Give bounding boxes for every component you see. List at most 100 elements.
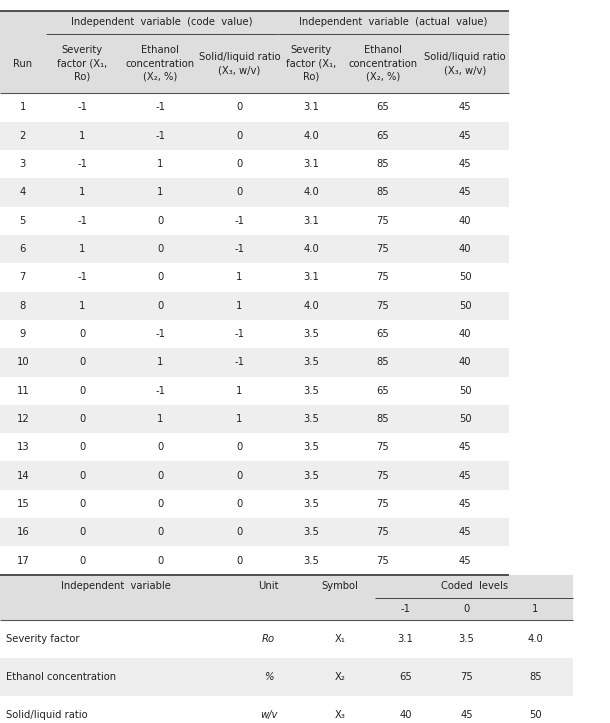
Text: 3: 3 [20,159,26,169]
Text: 4: 4 [20,187,26,197]
Text: 75: 75 [376,499,389,509]
Text: 3.5: 3.5 [303,385,319,395]
Text: 0: 0 [157,215,163,226]
Bar [0,461,509,489]
Text: -1: -1 [234,329,245,339]
Text: 14: 14 [16,471,29,481]
Bar [0,235,509,263]
Text: 3.5: 3.5 [459,633,475,643]
Text: 65: 65 [376,385,389,395]
Text: 40: 40 [459,357,472,367]
Bar [0,179,509,207]
Text: 0: 0 [236,471,243,481]
Text: Severity
factor (X₁,
Ro): Severity factor (X₁, Ro) [286,46,336,82]
Text: 9: 9 [20,329,26,339]
Text: %: % [264,672,273,682]
Bar [0,658,573,696]
Text: 3.5: 3.5 [303,527,319,537]
Text: 0: 0 [157,244,163,254]
Text: -1: -1 [77,215,87,226]
Text: 4.0: 4.0 [303,301,319,311]
Text: X₁: X₁ [335,633,345,643]
Text: 3.1: 3.1 [303,159,319,169]
Text: -1: -1 [234,244,245,254]
Text: 1: 1 [79,244,85,254]
Text: Ethanol
concentration
(X₂, %): Ethanol concentration (X₂, %) [126,46,195,82]
Bar [0,547,509,575]
Text: 45: 45 [459,159,472,169]
Text: 5: 5 [20,215,26,226]
Text: 13: 13 [16,442,29,453]
Text: 0: 0 [79,499,85,509]
Text: 50: 50 [459,301,472,311]
Bar [0,377,509,405]
Text: -1: -1 [234,357,245,367]
Text: 45: 45 [459,471,472,481]
Text: X₂: X₂ [335,672,345,682]
Text: 12: 12 [16,414,29,424]
Text: 45: 45 [459,103,472,113]
Text: 3.5: 3.5 [303,555,319,565]
Bar [0,620,573,658]
Text: 45: 45 [459,555,472,565]
Text: 10: 10 [16,357,29,367]
Text: 45: 45 [459,527,472,537]
Text: 75: 75 [461,672,473,682]
Text: Symbol: Symbol [321,581,359,591]
Text: 45: 45 [459,442,472,453]
Text: -1: -1 [155,385,165,395]
Text: Severity
factor (X₁,
Ro): Severity factor (X₁, Ro) [57,46,107,82]
Text: 75: 75 [376,471,389,481]
Bar [0,489,509,518]
Text: 0: 0 [157,471,163,481]
Bar [0,405,509,433]
Text: 75: 75 [376,244,389,254]
Text: 0: 0 [79,555,85,565]
Text: Unit: Unit [258,581,279,591]
Text: 15: 15 [16,499,29,509]
Text: Independent  variable  (actual  value): Independent variable (actual value) [300,17,487,27]
Text: Independent  variable: Independent variable [61,581,171,591]
Text: 1: 1 [157,414,163,424]
Text: 45: 45 [459,187,472,197]
Text: 0: 0 [236,442,243,453]
Text: 50: 50 [459,414,472,424]
Text: 3.5: 3.5 [303,471,319,481]
Text: -1: -1 [77,103,87,113]
Text: 3.1: 3.1 [303,103,319,113]
Text: 2: 2 [20,131,26,141]
Bar [0,93,509,121]
Text: 1: 1 [157,187,163,197]
Text: 75: 75 [376,527,389,537]
Text: 3.5: 3.5 [303,329,319,339]
Text: 0: 0 [464,604,470,614]
Text: 11: 11 [16,385,29,395]
Text: 1: 1 [79,301,85,311]
Text: 0: 0 [79,357,85,367]
Text: 1: 1 [20,103,26,113]
Text: 0: 0 [79,442,85,453]
Text: 0: 0 [79,527,85,537]
Text: 40: 40 [459,244,472,254]
Bar [0,348,509,377]
Text: 3.5: 3.5 [303,414,319,424]
Text: 3.1: 3.1 [303,215,319,226]
Text: Ro: Ro [262,633,275,643]
Text: 45: 45 [461,710,473,720]
Text: 1: 1 [157,357,163,367]
Text: 3.5: 3.5 [303,357,319,367]
Text: 0: 0 [236,159,243,169]
Text: 0: 0 [236,187,243,197]
Text: 45: 45 [459,499,472,509]
Text: 0: 0 [157,442,163,453]
Text: w/v: w/v [260,710,277,720]
Text: 75: 75 [376,215,389,226]
Text: 4.0: 4.0 [303,187,319,197]
Text: 1: 1 [236,414,243,424]
Text: 0: 0 [79,414,85,424]
Text: 45: 45 [459,131,472,141]
Text: 1: 1 [79,187,85,197]
Text: Ethanol concentration: Ethanol concentration [6,672,117,682]
Text: -1: -1 [234,215,245,226]
Text: 0: 0 [79,329,85,339]
